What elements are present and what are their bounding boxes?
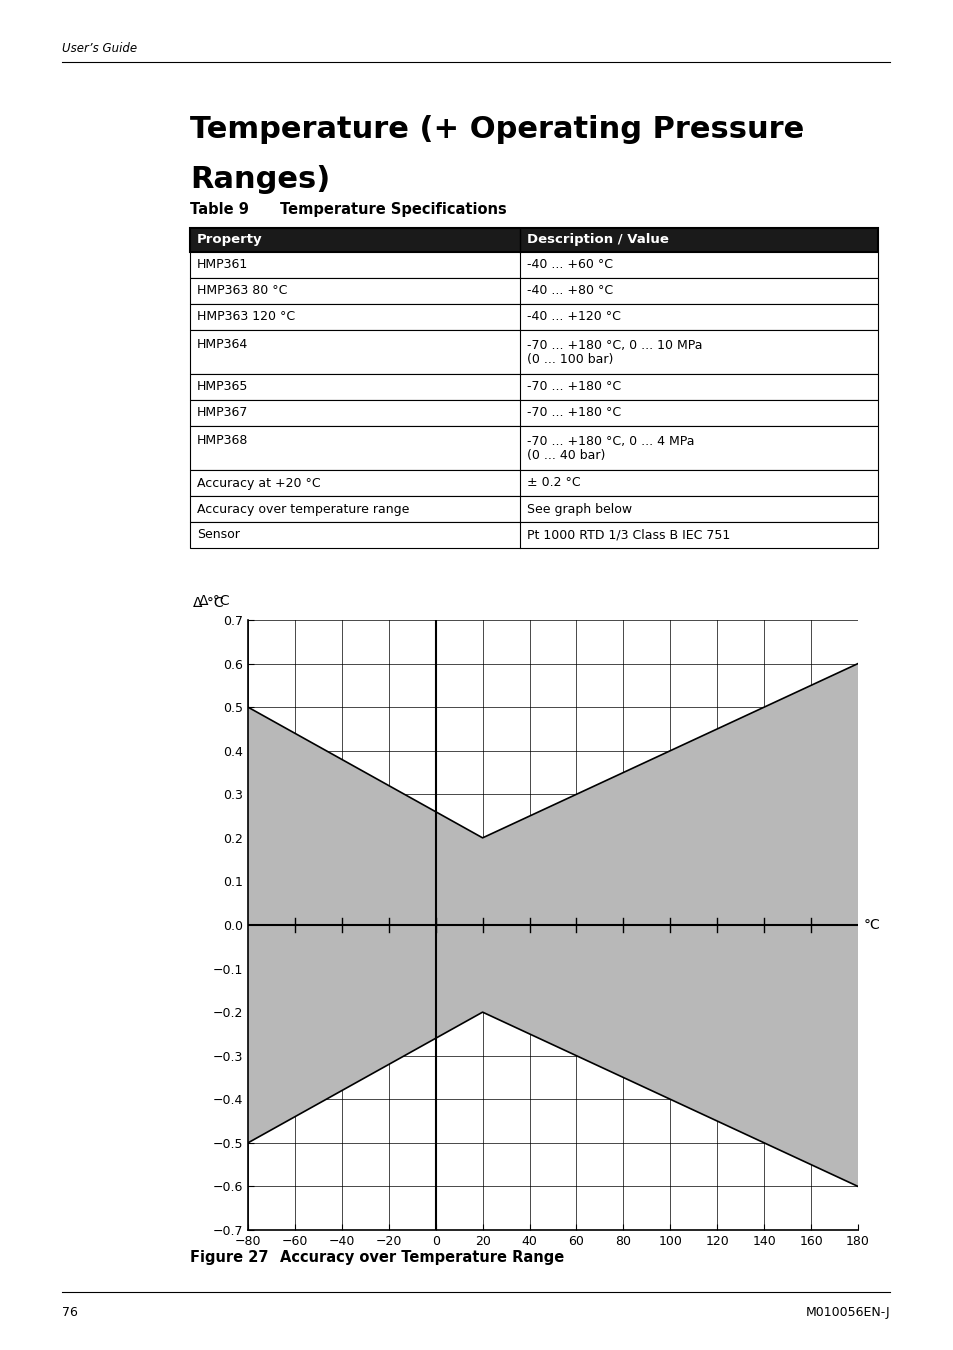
Text: ± 0.2 °C: ± 0.2 °C: [526, 477, 580, 490]
Text: Temperature (+ Operating Pressure: Temperature (+ Operating Pressure: [190, 115, 803, 144]
Text: See graph below: See graph below: [526, 502, 632, 516]
Text: Property: Property: [196, 234, 262, 247]
Text: -70 ... +180 °C, 0 ... 4 MPa: -70 ... +180 °C, 0 ... 4 MPa: [526, 435, 694, 447]
Bar: [190, 278, 877, 304]
Text: Sensor: Sensor: [196, 528, 239, 541]
Polygon shape: [248, 664, 857, 1187]
Text: Accuracy over Temperature Range: Accuracy over Temperature Range: [280, 1250, 563, 1265]
Text: Δ °C: Δ °C: [193, 595, 223, 610]
Text: Figure 27: Figure 27: [190, 1250, 268, 1265]
Text: Table 9: Table 9: [190, 202, 249, 217]
Text: Pt 1000 RTD 1/3 Class B IEC 751: Pt 1000 RTD 1/3 Class B IEC 751: [526, 528, 729, 541]
Text: 76: 76: [62, 1305, 78, 1319]
Text: HMP363 120 °C: HMP363 120 °C: [196, 310, 294, 324]
Text: Description / Value: Description / Value: [526, 234, 668, 247]
Bar: [190, 329, 877, 374]
Text: HMP365: HMP365: [196, 381, 248, 393]
Text: Ranges): Ranges): [190, 165, 330, 194]
Text: Accuracy at +20 °C: Accuracy at +20 °C: [196, 477, 320, 490]
Text: HMP361: HMP361: [196, 258, 248, 271]
Text: -70 ... +180 °C: -70 ... +180 °C: [526, 381, 620, 393]
Text: User’s Guide: User’s Guide: [62, 42, 137, 55]
Text: M010056EN-J: M010056EN-J: [804, 1305, 889, 1319]
Text: HMP368: HMP368: [196, 435, 248, 447]
Bar: [190, 252, 877, 278]
Text: °C: °C: [863, 918, 880, 932]
Text: -40 ... +80 °C: -40 ... +80 °C: [526, 285, 613, 297]
Bar: [190, 304, 877, 329]
Text: HMP364: HMP364: [196, 339, 248, 351]
Bar: [190, 228, 877, 252]
Text: -40 ... +120 °C: -40 ... +120 °C: [526, 310, 620, 324]
Bar: [190, 374, 877, 400]
Text: (0 ... 100 bar): (0 ... 100 bar): [526, 354, 613, 366]
Text: HMP363 80 °C: HMP363 80 °C: [196, 285, 287, 297]
Bar: [190, 427, 877, 470]
Text: -40 ... +60 °C: -40 ... +60 °C: [526, 258, 613, 271]
Bar: [190, 400, 877, 427]
Text: -70 ... +180 °C: -70 ... +180 °C: [526, 406, 620, 420]
Text: Δ °C: Δ °C: [199, 594, 230, 608]
Text: (0 ... 40 bar): (0 ... 40 bar): [526, 450, 605, 463]
Bar: [190, 495, 877, 522]
Text: HMP367: HMP367: [196, 406, 248, 420]
Bar: [190, 470, 877, 495]
Text: Temperature Specifications: Temperature Specifications: [280, 202, 506, 217]
Bar: [190, 522, 877, 548]
Text: -70 ... +180 °C, 0 ... 10 MPa: -70 ... +180 °C, 0 ... 10 MPa: [526, 339, 701, 351]
Text: Accuracy over temperature range: Accuracy over temperature range: [196, 502, 409, 516]
